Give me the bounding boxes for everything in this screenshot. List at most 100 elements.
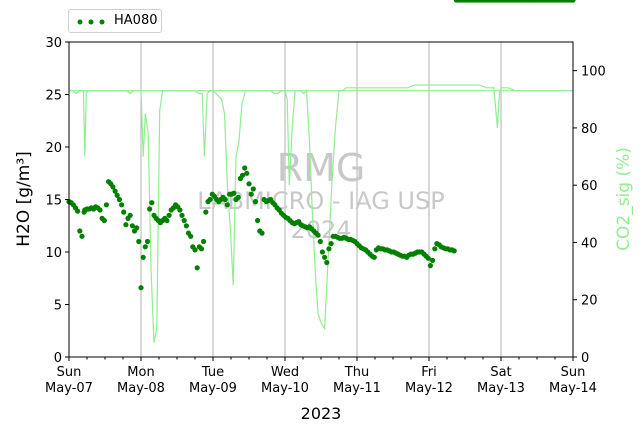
- x-tick-day: Thu: [344, 365, 369, 380]
- h2o-point: [255, 217, 261, 224]
- h2o-point: [129, 223, 135, 229]
- h2o-point: [144, 238, 151, 245]
- y-right-tick-label: 60: [581, 179, 598, 194]
- y-left-tick-label: 15: [45, 194, 62, 209]
- h2o-point: [177, 207, 183, 213]
- legend-label: HA080: [114, 13, 158, 28]
- x-tick-date: May-10: [261, 381, 309, 396]
- h2o-point: [164, 217, 170, 224]
- h2o-point: [322, 254, 328, 260]
- x-tick-date: May-07: [45, 381, 93, 396]
- h2o-point: [451, 248, 457, 254]
- h2o-point: [183, 223, 189, 229]
- y-axis-right-label: CO2_sig (%): [614, 147, 634, 251]
- h2o-point: [319, 249, 325, 255]
- h2o-point: [79, 233, 85, 239]
- h2o-point: [101, 217, 107, 224]
- y-axis-left-label: H2O [g/m³]: [14, 151, 34, 247]
- y-left-tick-label: 5: [54, 299, 62, 314]
- h2o-point: [140, 254, 146, 260]
- h2o-point: [181, 217, 187, 224]
- x-tick-date: May-13: [477, 381, 525, 396]
- h2o-point: [112, 188, 118, 194]
- h2o-point: [121, 209, 127, 215]
- h2o-point: [207, 196, 213, 203]
- h2o-point: [149, 200, 155, 206]
- x-tick-day: Sat: [490, 365, 511, 380]
- y-left-tick-label: 10: [45, 246, 62, 261]
- h2o-point: [246, 181, 252, 187]
- h2o-point: [328, 241, 334, 247]
- h2o-point: [244, 170, 250, 176]
- h2o-point: [315, 232, 321, 238]
- x-tick-date: May-12: [405, 381, 453, 396]
- x-tick-day: Sun: [561, 365, 586, 380]
- h2o-point: [194, 265, 200, 271]
- y-left-tick-label: 25: [45, 89, 62, 104]
- h2o-point: [259, 230, 265, 236]
- h2o-point: [432, 246, 438, 252]
- y-left-tick-label: 20: [45, 141, 62, 156]
- watermark-line: LABMICRO - IAG USP: [197, 187, 444, 215]
- h2o-point: [201, 238, 207, 245]
- y-right-tick-label: 100: [581, 65, 606, 80]
- h2o-point: [110, 184, 116, 190]
- h2o-point: [326, 246, 332, 252]
- h2o-point: [248, 191, 254, 197]
- h2o-point: [114, 192, 120, 198]
- h2o-point: [198, 246, 205, 252]
- y-right-tick-label: 20: [581, 294, 598, 309]
- legend: HA080: [68, 9, 162, 33]
- h2o-point: [142, 244, 148, 250]
- grid-lines: [140, 42, 502, 357]
- h2o-point: [427, 263, 433, 269]
- x-tick-day: Sun: [57, 365, 82, 380]
- y-axis-right: 0 20 40 60 80 100: [573, 65, 606, 366]
- x-axis-label: 2023: [301, 404, 342, 423]
- h2o-point: [77, 228, 83, 234]
- y-left-tick-label: 0: [54, 351, 62, 366]
- x-tick-day: Tue: [201, 365, 224, 380]
- h2o-point: [75, 208, 81, 214]
- x-tick-date: May-11: [333, 381, 381, 396]
- h2o-point: [224, 202, 230, 208]
- h2o-point: [425, 255, 431, 261]
- h2o-point: [97, 207, 103, 213]
- y-right-tick-label: 40: [581, 236, 598, 251]
- h2o-point: [119, 202, 125, 208]
- x-tick-day: Mon: [127, 365, 154, 380]
- h2o-point: [103, 202, 109, 208]
- y-left-tick-label: 30: [45, 36, 62, 51]
- h2o-point: [222, 196, 228, 203]
- x-tick-day: Fri: [421, 365, 437, 380]
- h2o-point: [166, 212, 172, 218]
- h2o-point: [136, 238, 142, 245]
- x-tick-date: May-14: [549, 381, 597, 396]
- co2-series: [69, 84, 573, 343]
- h2o-point: [134, 225, 140, 231]
- h2o-point: [188, 233, 194, 239]
- h2o-point: [239, 172, 246, 178]
- h2o-series: [66, 0, 576, 291]
- y-right-tick-label: 0: [581, 351, 589, 366]
- x-tick-day: Wed: [271, 365, 299, 380]
- y-axis-left: 0 5 10 15 20 25 30: [45, 36, 69, 366]
- h2o-point: [116, 196, 122, 203]
- h2o-point: [231, 190, 237, 196]
- x-tick-date: May-09: [189, 381, 237, 396]
- h2o-point: [250, 186, 256, 192]
- h2o-point: [317, 238, 323, 245]
- h2o-point: [203, 209, 209, 215]
- h2o-point: [242, 165, 248, 171]
- y-right-tick-label: 80: [581, 122, 598, 137]
- h2o-point: [570, 0, 576, 3]
- x-tick-date: May-08: [117, 381, 165, 396]
- h2o-point: [147, 206, 153, 212]
- h2o-point: [192, 247, 198, 253]
- legend-marker: [77, 19, 105, 25]
- h2o-point: [127, 212, 133, 218]
- x-axis: SunMay-07MonMay-08TueMay-09WedMay-10ThuM…: [45, 357, 597, 396]
- h2o-point: [123, 222, 129, 228]
- h2o-point: [430, 257, 436, 263]
